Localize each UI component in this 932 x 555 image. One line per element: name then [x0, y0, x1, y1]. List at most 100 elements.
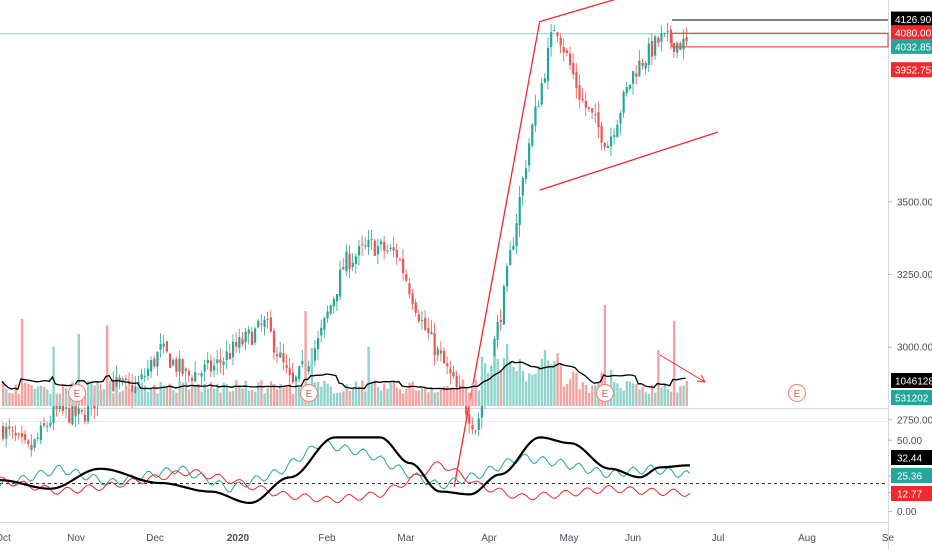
volume-bar: [191, 383, 194, 406]
volume-bar: [414, 390, 418, 406]
indicator-badge-bg: [891, 486, 932, 501]
volume-bar: [118, 392, 121, 406]
volume-bar: [443, 386, 446, 406]
volume-bar: [405, 389, 408, 406]
volume-bar: [231, 390, 235, 406]
candle-body: [556, 32, 559, 37]
candle-body: [178, 358, 181, 372]
candle-body: [644, 62, 647, 69]
candle-body: [2, 426, 5, 439]
indicator-panel: [0, 436, 888, 505]
volume-bar: [225, 383, 229, 406]
volume-bar: [49, 393, 52, 406]
volume-bar: [364, 391, 367, 406]
candle-body: [200, 373, 203, 377]
volume-badge: 1046128: [891, 373, 932, 388]
candle-body: [424, 317, 427, 330]
candle-body: [543, 78, 546, 83]
candle-body: [354, 256, 357, 264]
time-tick-label: Se: [882, 533, 895, 544]
volume-bar: [361, 380, 364, 406]
candle-body: [398, 259, 402, 261]
volume-bar: [531, 374, 534, 406]
volume-bar: [373, 380, 377, 406]
volume-bar: [581, 382, 584, 406]
indicator-tick-label: 0.00: [897, 507, 917, 518]
candle-body: [408, 283, 411, 295]
volume-bar: [203, 383, 206, 406]
volume-ma-line: [1, 360, 686, 391]
candle-body: [559, 37, 562, 46]
candle-body: [389, 247, 392, 249]
candle-body: [562, 47, 565, 53]
volume-bar: [285, 387, 288, 406]
event-marker-circle: [67, 383, 87, 403]
candle-body: [61, 403, 65, 411]
volume-bar: [367, 346, 370, 406]
candle-body: [455, 375, 458, 387]
volume-bar: [143, 385, 147, 406]
candle-body: [172, 360, 175, 366]
volume-bar: [537, 365, 540, 406]
volume-bar: [339, 392, 342, 406]
price-badge-label: 3952.75: [895, 66, 932, 77]
candle-body: [641, 62, 644, 66]
candle-body: [581, 98, 584, 101]
price-tick-label: 3000.00: [897, 343, 932, 354]
volume-bar: [128, 389, 131, 406]
price-badge: 3952.75: [891, 62, 932, 78]
price-tick-label: 2750.00: [897, 415, 932, 426]
candle-body: [411, 293, 414, 305]
candle-body: [17, 433, 20, 435]
candle-body: [194, 372, 197, 382]
candle-body: [417, 314, 420, 322]
candle-body: [250, 331, 254, 345]
volume-bar: [294, 381, 298, 406]
volume-bar: [493, 356, 496, 406]
candle-body: [351, 262, 354, 268]
volume-bar: [228, 391, 232, 406]
indicator-badge-label: 25.36: [897, 472, 922, 483]
candle-body: [502, 286, 506, 325]
volume-bar: [455, 387, 458, 406]
candle-body: [244, 331, 247, 343]
volume-bar: [304, 311, 307, 406]
volume-bar: [260, 380, 263, 406]
volume-bar: [528, 373, 531, 406]
price-badge-bg: [891, 38, 932, 54]
candle-body: [77, 408, 80, 415]
volume-bar: [269, 381, 273, 406]
event-marker: E: [595, 383, 615, 403]
candle-body: [235, 342, 238, 347]
volume-bar: [543, 349, 547, 406]
candle-body: [628, 84, 632, 89]
price-badge-label: 4032.85: [895, 42, 932, 53]
candle-body: [373, 240, 376, 256]
candle-body: [531, 124, 534, 146]
price-tick-label: 3250.00: [897, 270, 932, 281]
candle-body: [361, 244, 364, 246]
candle-body: [458, 385, 461, 389]
candle-body: [282, 352, 285, 363]
volume-bar: [449, 387, 452, 406]
candle-body: [317, 338, 320, 350]
volume-badge-bg: [891, 390, 932, 405]
volume-bar: [575, 372, 578, 406]
volume-bar: [395, 387, 399, 406]
candle-body: [528, 143, 531, 166]
volume-bar: [465, 388, 468, 406]
volume-bar: [61, 384, 65, 406]
volume-bar: [279, 383, 282, 406]
time-tick-label: Aug: [798, 533, 816, 544]
event-marker-label: E: [602, 389, 609, 400]
candle-body: [140, 374, 143, 380]
candle-body: [666, 31, 669, 33]
time-axis: Oct Nov Dec 2020 Feb Mar Apr May Jun Jul Aug Se: [0, 533, 895, 544]
volume-bar: [68, 393, 71, 406]
candle-body: [682, 38, 685, 50]
candle-body: [572, 62, 575, 75]
candle-body: [42, 423, 46, 426]
candle-body: [225, 351, 228, 361]
candle-body: [241, 338, 244, 345]
